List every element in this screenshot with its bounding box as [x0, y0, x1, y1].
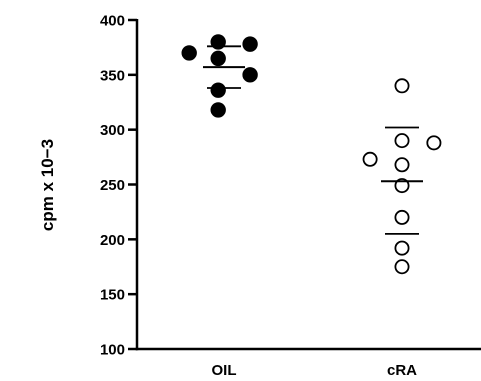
- cra-point-6: [394, 178, 410, 194]
- cra-point-9: [394, 259, 410, 275]
- oil-point-5: [242, 67, 258, 83]
- oil-point-3: [210, 50, 226, 67]
- data-points: [181, 34, 442, 275]
- y-tick-label-200: 200: [100, 232, 125, 249]
- oil-point-4: [242, 36, 258, 52]
- x-category-label-oil: OIL: [212, 362, 237, 379]
- oil-point-7: [210, 102, 226, 118]
- oil-point-6: [210, 82, 226, 98]
- oil-point-1: [181, 45, 197, 61]
- y-tick-label-400: 400: [100, 13, 125, 30]
- y-tick-label-150: 150: [100, 287, 125, 304]
- y-tick-label-350: 350: [100, 67, 125, 84]
- cra-point-3: [362, 151, 378, 167]
- y-ticks: 100 150 200 250 300 350 400: [100, 13, 137, 359]
- cra-point-1: [394, 78, 410, 94]
- y-tick-label-250: 250: [100, 177, 125, 194]
- cra-point-2: [394, 133, 410, 149]
- cra-point-4: [426, 135, 442, 151]
- y-axis-label: cpm x 10−3: [38, 139, 57, 231]
- x-category-label-cra: cRA: [387, 362, 417, 379]
- x-categories: OIL cRA: [212, 362, 418, 379]
- summary-lines: [203, 45, 423, 235]
- y-tick-label-100: 100: [100, 342, 125, 359]
- y-tick-label-300: 300: [100, 122, 125, 139]
- cra-point-7: [394, 209, 410, 225]
- cra-point-8: [394, 240, 410, 256]
- cra-point-5: [394, 157, 410, 173]
